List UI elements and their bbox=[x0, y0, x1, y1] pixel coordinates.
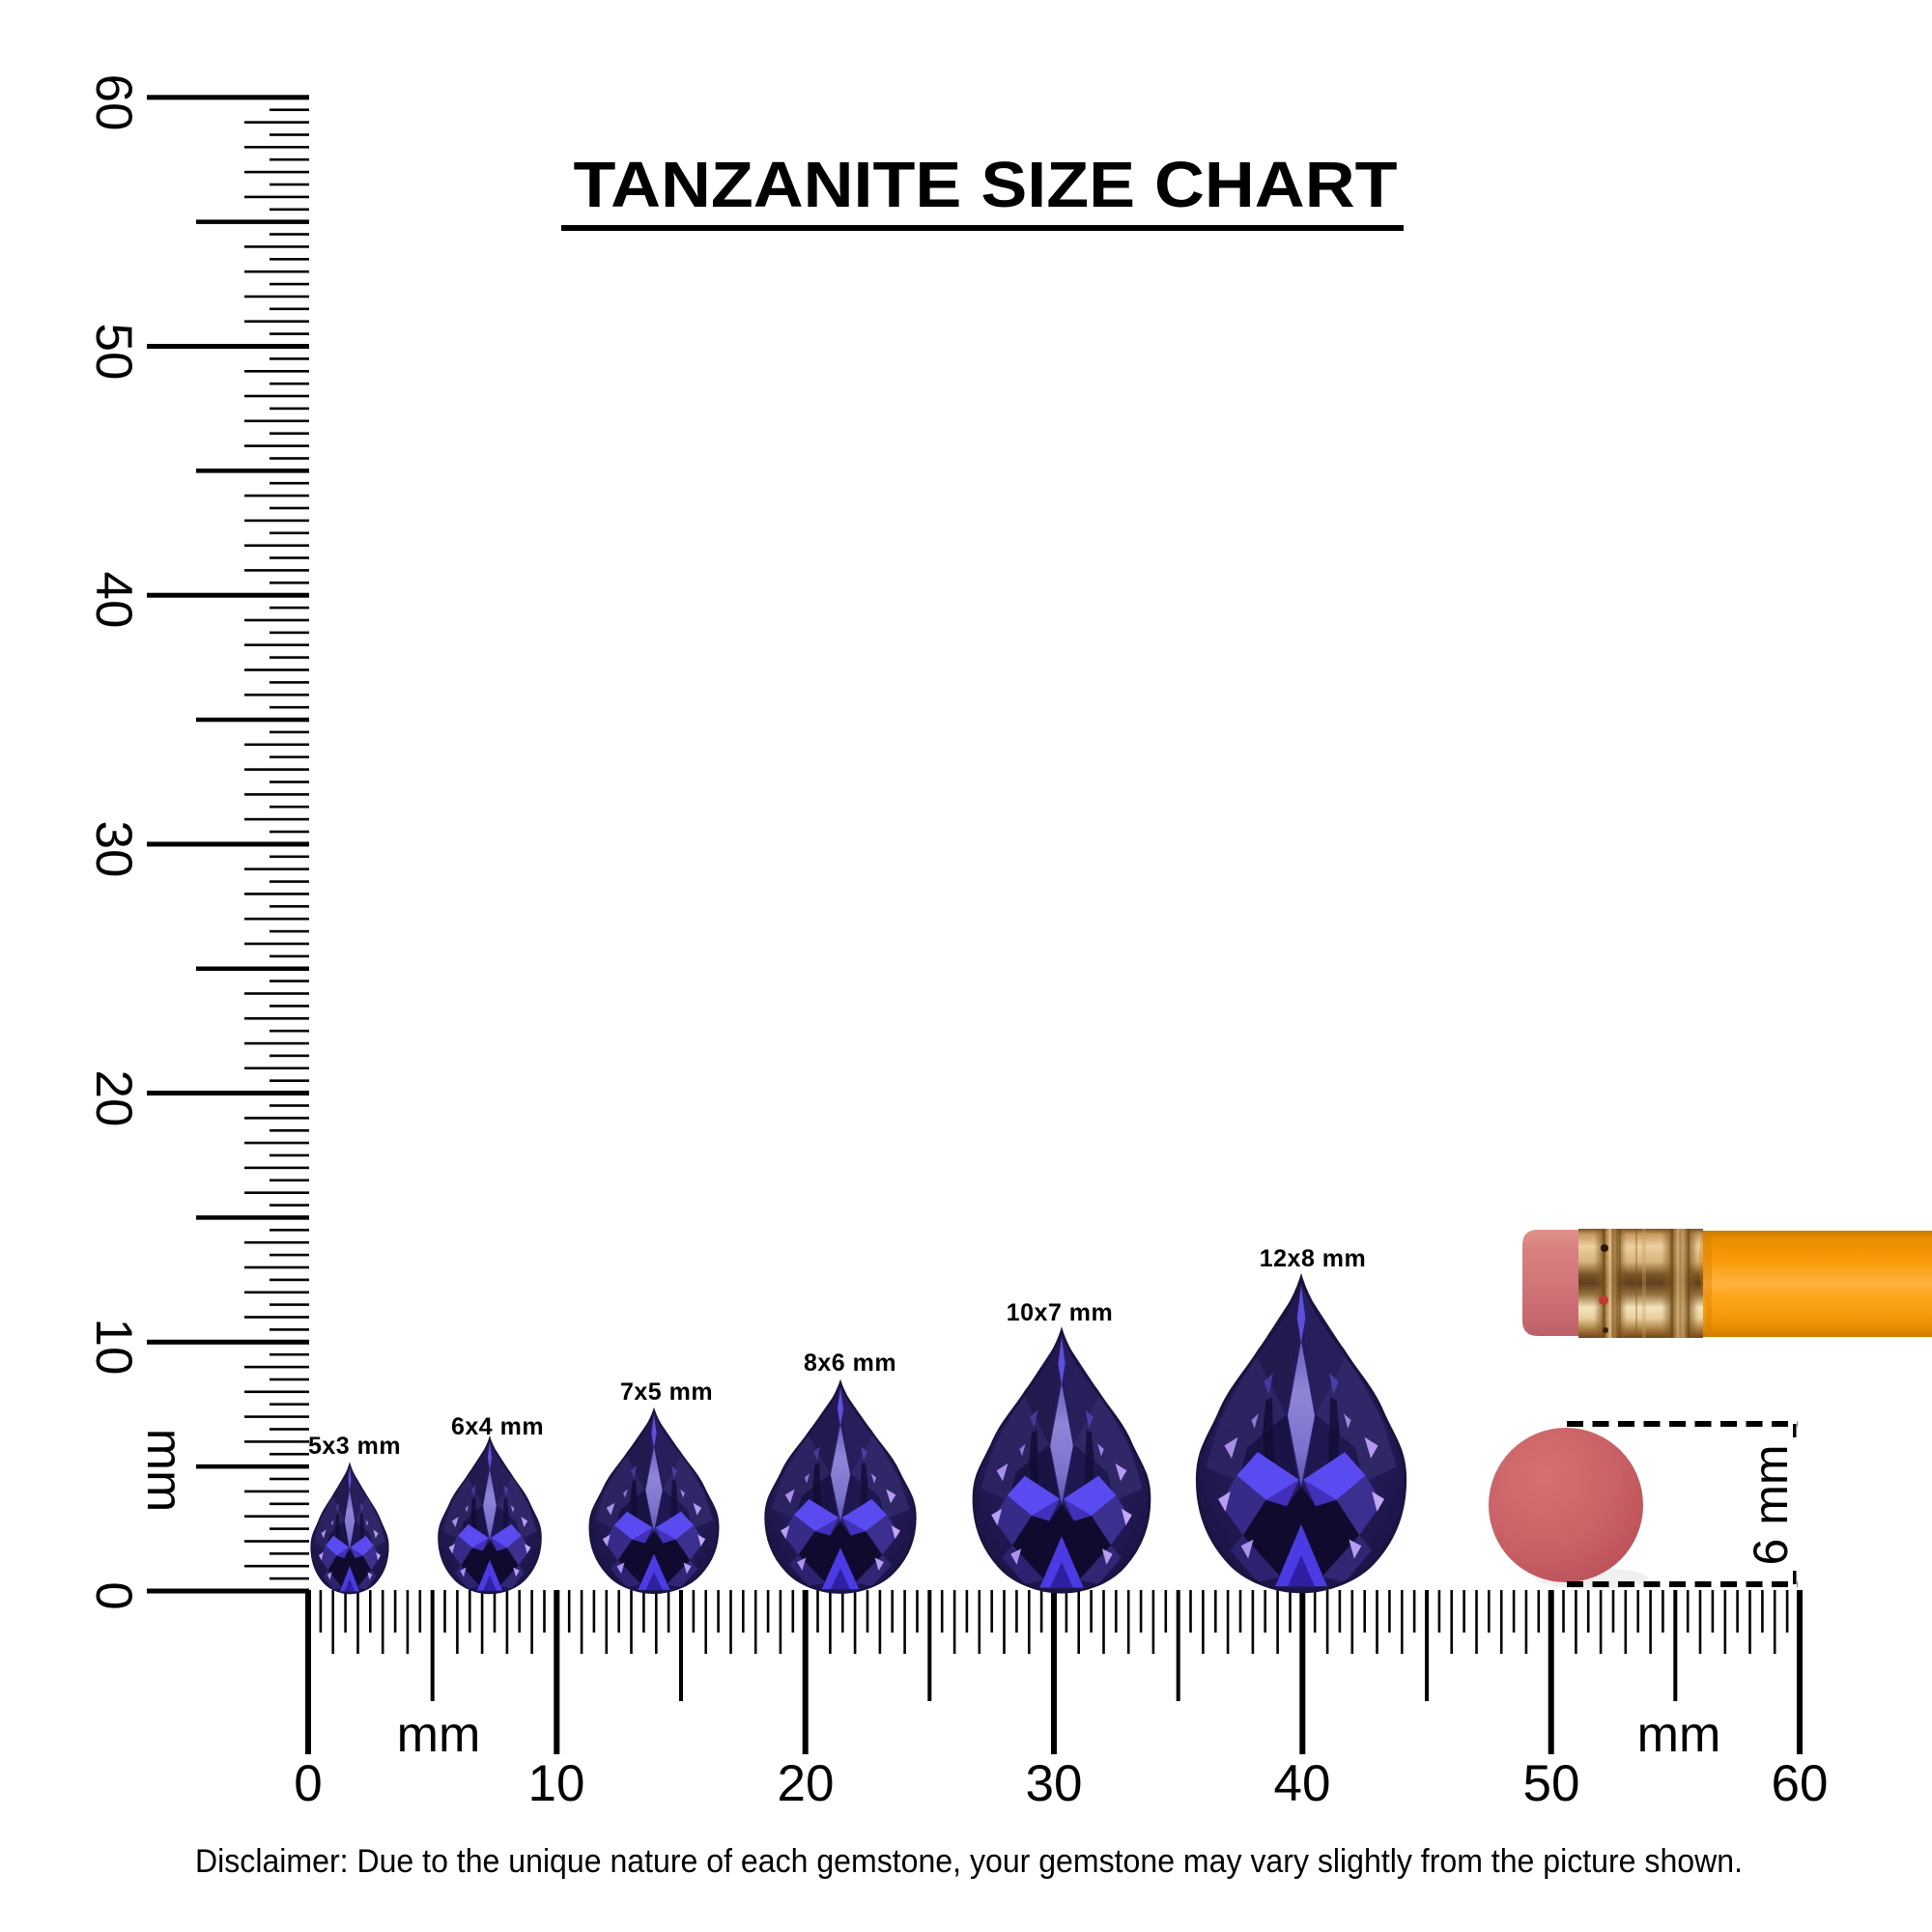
svg-text:TANZANITE SIZE CHART: TANZANITE SIZE CHART bbox=[574, 149, 1398, 221]
svg-text:0: 0 bbox=[85, 1581, 142, 1609]
svg-text:5x3 mm: 5x3 mm bbox=[308, 1433, 401, 1460]
svg-text:Disclaimer: Due to the unique: Disclaimer: Due to the unique nature of … bbox=[195, 1843, 1743, 1880]
svg-text:10x7 mm: 10x7 mm bbox=[1007, 1299, 1114, 1326]
svg-text:40: 40 bbox=[1274, 1755, 1331, 1812]
svg-text:20: 20 bbox=[778, 1755, 835, 1812]
svg-text:7x5 mm: 7x5 mm bbox=[620, 1378, 713, 1406]
svg-text:6 mm: 6 mm bbox=[1744, 1445, 1798, 1566]
svg-text:50: 50 bbox=[85, 324, 142, 381]
svg-text:50: 50 bbox=[1523, 1755, 1580, 1812]
svg-text:30: 30 bbox=[85, 821, 142, 878]
svg-text:mm: mm bbox=[136, 1429, 192, 1513]
svg-text:0: 0 bbox=[294, 1755, 322, 1812]
svg-text:8x6 mm: 8x6 mm bbox=[804, 1350, 896, 1377]
svg-text:30: 30 bbox=[1026, 1755, 1083, 1812]
svg-text:12x8 mm: 12x8 mm bbox=[1260, 1245, 1367, 1272]
svg-text:60: 60 bbox=[85, 74, 142, 131]
svg-text:mm: mm bbox=[1637, 1707, 1721, 1763]
svg-text:10: 10 bbox=[528, 1755, 585, 1812]
svg-text:10: 10 bbox=[85, 1319, 142, 1376]
svg-text:6x4 mm: 6x4 mm bbox=[451, 1413, 544, 1440]
svg-text:60: 60 bbox=[1772, 1755, 1829, 1812]
svg-text:mm: mm bbox=[397, 1707, 481, 1763]
svg-text:20: 20 bbox=[85, 1070, 142, 1127]
svg-text:40: 40 bbox=[85, 572, 142, 629]
